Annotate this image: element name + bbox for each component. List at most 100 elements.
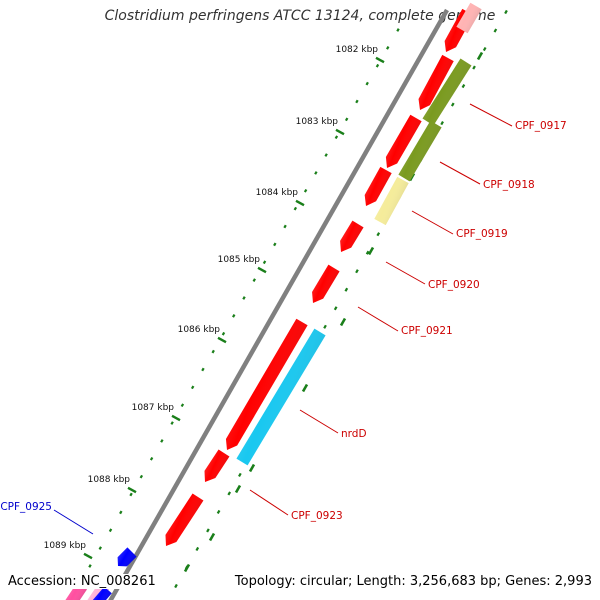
gc-dot-inner [139,474,144,479]
gc-dot-inner [98,546,102,550]
gc-dot-outer [227,491,232,496]
leader-line [53,509,94,535]
tick-mark [295,199,305,207]
tick-mark [335,128,345,136]
gc-dot-outer [323,324,327,329]
gene-label[interactable]: CPF_0919 [456,228,508,240]
gene-label[interactable]: CPF_0918 [483,179,535,191]
cds-red-2[interactable] [418,54,454,110]
cds-red-9[interactable] [165,493,204,546]
gene-label[interactable]: CPF_0921 [401,325,453,337]
gc-dot-outer [216,509,221,515]
cds-blue-bottom[interactable] [92,586,112,600]
gc-dot-inner [344,117,349,122]
gc-dot-outer [365,250,370,255]
genome-backbone [108,8,449,600]
gene-label[interactable]: CPF_0923 [291,510,343,522]
gc-dot-inner [303,188,308,193]
gc-dot-inner [386,46,390,50]
gc-dot-inner [221,331,226,336]
leader-line [439,161,481,185]
cds-pink-top[interactable] [456,2,482,34]
gene-label-group: nrdD [299,409,367,440]
gc-dash [234,484,242,494]
gc-dot-inner [170,421,174,425]
gc-dot-inner [160,439,164,443]
map-title: Clostridium perfringens ATCC 13124, comp… [104,8,496,24]
gc-dot-outer [482,46,487,52]
tick-mark [127,486,137,494]
tick-label: 1088 kbp [88,475,131,485]
gc-dot-outer [440,121,444,126]
cds-cpf-0925[interactable] [117,547,137,567]
cds-nrdD[interactable] [236,328,326,466]
gc-dot-inner [273,242,277,247]
gc-dot-inner [262,260,267,265]
gene-label-group: CPF_0918 [439,161,535,191]
gc-dot-outer [472,65,476,70]
cds-cpf-0917[interactable] [422,58,472,126]
cds-red-7[interactable] [225,318,308,450]
gc-dot-outer [450,102,455,107]
gc-dash [301,383,309,393]
tick-label: 1083 kbp [296,117,339,127]
gc-dash [208,532,216,542]
tick-mark [375,56,385,64]
gene-label-group: CPF_0919 [411,210,508,240]
gc-dash [367,246,375,256]
tick-mark [83,552,93,560]
gene-label[interactable]: CPF_0920 [428,279,480,291]
gc-dot-outer [461,83,466,89]
gc-dot-inner [129,492,133,497]
gc-dot-outer [238,472,242,477]
gene-label-group: CPF_0923 [249,489,343,522]
gc-dot-outer [504,9,508,15]
gc-dot-inner [283,224,287,229]
gc-dot-inner [324,153,328,157]
tick-label: 1084 kbp [256,188,299,198]
gc-dot-inner [334,135,339,140]
gene-label-group: CPF_0925 [0,501,94,535]
gc-dot-outer [206,528,210,533]
gene-label[interactable]: CPF_0917 [515,120,567,132]
leader-line [385,261,426,285]
cds-red-3[interactable] [385,114,422,168]
gc-dot-inner [375,63,380,68]
gene-label[interactable]: nrdD [341,428,367,440]
leader-line [249,489,289,516]
cds-red-8[interactable] [204,449,230,482]
leader-line [469,103,513,127]
cds-cpf-0919[interactable] [374,176,409,226]
gc-dot-outer [355,269,359,274]
gc-skew-dots [88,9,508,589]
gc-dot-outer [195,546,200,552]
tick-label: 1087 kbp [132,403,175,413]
gc-dot-inner [149,456,154,461]
tick-label: 1089 kbp [44,541,87,551]
gc-dot-outer [376,232,381,237]
gc-dash [476,51,484,61]
leader-line [357,306,399,332]
cds-red-4[interactable] [364,166,392,206]
gc-dot-outer [493,28,498,33]
gene-label[interactable]: CPF_0925 [0,501,52,513]
gc-dash [248,463,256,473]
cds-red-5[interactable] [340,220,364,252]
cds-cpf-0918[interactable] [398,120,442,182]
gc-dot-inner [108,528,113,533]
gc-dot-inner [211,349,215,354]
gc-dot-inner [314,171,318,175]
gene-label-group: CPF_0920 [385,261,480,291]
gc-dot-inner [180,403,185,408]
gc-dot-inner [119,510,123,515]
gc-dash [183,563,191,573]
cds-red-6[interactable] [312,264,340,303]
tick-mark [257,266,267,274]
gc-dot-inner [88,564,92,568]
accession-text: Accession: NC_008261 [8,574,156,589]
gc-dot-inner [293,206,298,211]
gene-label-group: CPF_0917 [469,103,567,132]
gc-dot-inner [355,99,359,104]
leader-line [411,210,454,235]
